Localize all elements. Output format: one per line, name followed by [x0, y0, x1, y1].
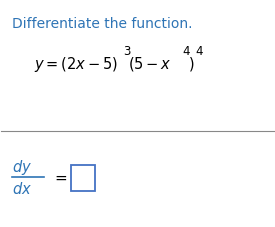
Text: $)$: $)$: [188, 55, 194, 73]
Text: $y = (2x - 5)$: $y = (2x - 5)$: [34, 55, 118, 74]
Text: $dx$: $dx$: [12, 181, 32, 197]
Text: $=$: $=$: [52, 170, 68, 185]
Bar: [71, 165, 95, 191]
Text: $3$: $3$: [123, 45, 131, 58]
Text: $(5 - x$: $(5 - x$: [128, 55, 172, 73]
Text: $4$: $4$: [195, 45, 204, 58]
Text: Differentiate the function.: Differentiate the function.: [12, 17, 193, 31]
Text: $dy$: $dy$: [12, 158, 32, 177]
Text: $4$: $4$: [182, 45, 191, 58]
